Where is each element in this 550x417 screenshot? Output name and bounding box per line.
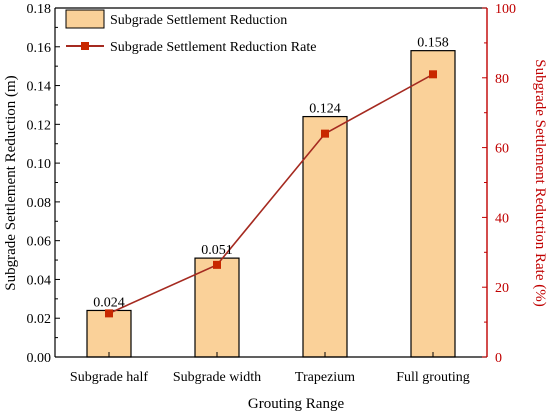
bar-value-label-2: 0.124: [309, 102, 341, 117]
y-tick-label-8: 0.16: [27, 41, 52, 56]
bar-0: [86, 309, 132, 358]
y2-tick-label-4: 80: [495, 72, 509, 87]
x-tick-label-0: Subgrade half: [70, 370, 148, 385]
x-axis-title: Grouting Range: [248, 396, 345, 412]
y2-tick-label-2: 40: [495, 211, 509, 226]
bars-layer: [86, 50, 456, 358]
y-tick-label-4: 0.08: [27, 196, 52, 211]
bar-3: [410, 50, 456, 358]
x-tick-label-3: Full grouting: [396, 370, 470, 385]
rate-line-layer: [105, 70, 437, 318]
y2-axis-title: Subgrade Settlement Reduction Rate (%): [532, 59, 548, 306]
y-tick-label-1: 0.02: [27, 312, 52, 327]
y2-tick-label-5: 100: [495, 2, 516, 17]
y2-tick-label-3: 60: [495, 142, 509, 157]
y-tick-label-6: 0.12: [27, 118, 52, 133]
x-tick-label-1: Subgrade width: [173, 370, 261, 385]
y-tick-label-9: 0.18: [27, 2, 52, 17]
x-tick-label-2: Trapezium: [295, 370, 355, 385]
y-tick-label-2: 0.04: [27, 273, 52, 288]
y2-tick-label-1: 20: [495, 281, 509, 296]
y2-tick-label-0: 0: [495, 351, 502, 366]
legend-swatch-marker: [81, 42, 89, 50]
y-tick-label-5: 0.10: [27, 157, 52, 172]
rate-marker-2: [321, 129, 329, 138]
bar-value-label-0: 0.024: [93, 295, 125, 310]
bar-2: [302, 115, 348, 358]
rate-line: [108, 73, 434, 315]
bar-value-label-1: 0.051: [201, 243, 233, 258]
bar-1: [194, 257, 240, 358]
y-tick-label-7: 0.14: [27, 80, 52, 95]
axes-layer: [54, 7, 488, 358]
y-tick-label-3: 0.06: [27, 235, 52, 250]
legend: Subgrade Settlement Reduction Subgrade S…: [65, 9, 316, 55]
legend-swatch-bar: [65, 9, 105, 29]
bar-value-label-3: 0.158: [417, 36, 449, 51]
legend-label-line: Subgrade Settlement Reduction Rate: [110, 40, 316, 55]
y-axis-title: Subgrade Settlement Reduction (m): [3, 75, 19, 290]
labels-layer: 0.024 0.051 0.124 0.158 0.00 0.02 0.04 0.06 0.08…: [27, 2, 517, 385]
rate-marker-1: [213, 260, 221, 269]
rate-marker-0: [105, 309, 113, 318]
y-tick-label-0: 0.00: [27, 351, 52, 366]
rate-marker-3: [429, 70, 437, 79]
legend-label-bar: Subgrade Settlement Reduction: [110, 13, 287, 28]
